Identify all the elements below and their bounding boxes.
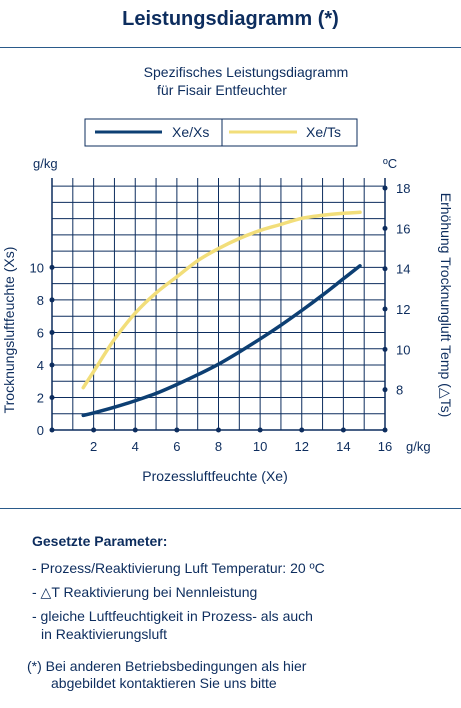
x-tick-dot	[299, 427, 305, 433]
page-title: Leistungsdiagramm (*)	[122, 8, 339, 30]
x-tick-dot	[132, 427, 138, 433]
y-left-tick-dot	[49, 264, 55, 270]
y-left-unit: g/kg	[33, 156, 58, 171]
y-right-tick-dot	[382, 387, 388, 393]
y-left-tick-label: 4	[37, 358, 44, 373]
y-left-tick-label: 0	[37, 423, 44, 438]
legend: Xe/Xs Xe/Ts	[84, 118, 358, 147]
parameter-text: - gleiche Luftfeuchtigkeit in Prozess- a…	[32, 608, 313, 624]
y-right-tick-label: 12	[396, 302, 410, 317]
series-layer	[81, 210, 362, 418]
x-tick-dot	[216, 427, 221, 433]
x-tick-dot	[340, 427, 346, 433]
y-right-tick-label: 10	[396, 342, 410, 357]
y-right-tick-dot	[382, 185, 388, 191]
x-tick-label: 16	[378, 439, 392, 454]
y-right-tick-label: 16	[396, 221, 410, 236]
y-right-tick-dot	[382, 346, 388, 352]
y-right-tick-dot	[382, 306, 388, 312]
y-right-tick-dot	[382, 266, 388, 272]
parameter-text: - Prozess/Reaktivierung Luft Temperatur:…	[32, 560, 325, 576]
parameter-text-continued: in Reaktivierungsluft	[41, 626, 168, 642]
y-right-tick-label: 14	[396, 262, 410, 277]
x-tick-dot	[174, 427, 180, 433]
series-line-xe-xs	[81, 264, 362, 418]
y-right-tick-dot	[382, 225, 388, 231]
y-right-tick-label: 18	[396, 181, 410, 196]
parameters-section: Gesetzte Parameter: - Prozess/Reaktivier…	[32, 532, 452, 649]
parameters-heading: Gesetzte Parameter:	[32, 533, 168, 549]
legend-label-xe-ts: Xe/Ts	[306, 124, 341, 140]
x-unit: g/kg	[406, 439, 431, 454]
y-right-tick-label: 8	[396, 383, 403, 398]
x-tick-dot	[91, 427, 97, 433]
y-left-tick-dot	[49, 329, 55, 335]
y-left-tick-dot	[49, 394, 55, 400]
x-tick-label: 2	[90, 439, 97, 454]
y-left-tick-labels: 0 2 4 6 8 10	[30, 260, 55, 438]
x-tick-label: 10	[253, 439, 267, 454]
y-left-tick-label: 8	[37, 293, 44, 308]
parameter-item: - △T Reaktivierung bei Nennleistung	[32, 583, 452, 601]
y-left-tick-label: 6	[37, 325, 44, 340]
x-tick-label: 4	[132, 439, 139, 454]
y-right-unit: ºC	[383, 156, 397, 171]
y-left-axis-label: Trocknungsluftfeuchte (Xs)	[1, 247, 17, 414]
y-left-tick-dot	[49, 362, 55, 368]
performance-chart: Spezifisches Leistungsdiagramm für Fisai…	[1, 64, 454, 484]
middle-divider	[0, 508, 461, 509]
parameter-item: - Prozess/Reaktivierung Luft Temperatur:…	[32, 559, 452, 577]
x-tick-label: 8	[215, 439, 222, 454]
y-left-tick-dot	[49, 427, 55, 433]
chart-title-line-2: für Fisair Entfeuchter	[157, 82, 287, 98]
x-tick-labels: 2 4 6 8 10 12 14 16	[90, 427, 392, 454]
grid	[52, 178, 385, 430]
parameter-item: - gleiche Luftfeuchtigkeit in Prozess- a…	[32, 607, 452, 643]
legend-label-xe-xs: Xe/Xs	[172, 124, 209, 140]
y-right-axis-label: Erhöhung Trocknungluft Temp (△Ts)	[438, 193, 454, 418]
x-tick-label: 14	[336, 439, 350, 454]
chart-title-line-1: Spezifisches Leistungsdiagramm	[144, 64, 349, 80]
y-left-tick-label: 2	[37, 390, 44, 405]
x-tick-dot	[257, 427, 263, 433]
top-divider	[0, 47, 461, 48]
footnote-line-2: abgebildet kontaktieren Sie uns bitte	[51, 675, 277, 691]
x-tick-label: 6	[173, 439, 180, 454]
footnote-line-1: (*) Bei anderen Betriebsbedingungen als …	[27, 658, 307, 674]
y-left-tick-label: 10	[30, 260, 44, 275]
parameter-text: - △T Reaktivierung bei Nennleistung	[32, 584, 258, 600]
y-left-tick-dot	[49, 297, 55, 303]
footnote: (*) Bei anderen Betriebsbedingungen als …	[27, 658, 447, 692]
series-line-xe-ts	[81, 210, 362, 390]
x-tick-label: 12	[295, 439, 309, 454]
x-axis-label: Prozessluftfeuchte (Xe)	[142, 468, 288, 484]
y-right-tick-labels: 8 10 12 14 16 18	[382, 181, 410, 398]
x-tick-dot	[382, 427, 388, 433]
